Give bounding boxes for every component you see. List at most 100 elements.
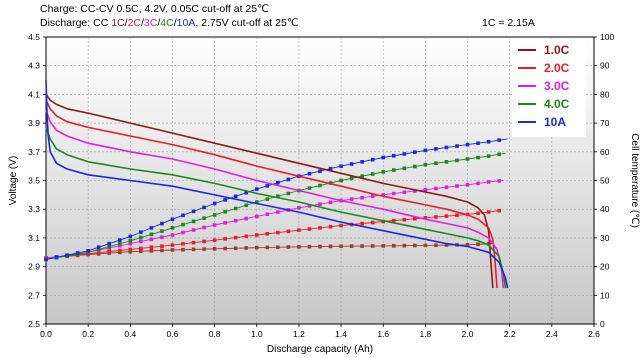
- temperature-point: [286, 177, 291, 182]
- temperature-point: [381, 219, 386, 224]
- temperature-point: [349, 162, 354, 166]
- charge-conditions: Charge: CC-CV 0.5C, 4.2V, 0.05C cut-off …: [40, 3, 269, 15]
- y2-tick-label: 20: [600, 262, 610, 272]
- temperature-point: [254, 200, 259, 204]
- y2-tick-label: 80: [600, 89, 610, 99]
- temperature-point: [265, 184, 270, 188]
- temperature-point: [286, 191, 291, 196]
- temperature-point: [413, 189, 417, 193]
- temperature-point: [497, 152, 501, 157]
- y2-tick-label: 50: [600, 176, 610, 186]
- rate-separator: /: [125, 17, 128, 29]
- temperature-point: [107, 249, 112, 254]
- voltage-line-4.0C: [45, 127, 507, 289]
- temperature-point: [181, 242, 185, 246]
- x-tick-label: 0.4: [124, 329, 136, 339]
- temperature-point: [307, 244, 312, 249]
- temperature-point: [370, 194, 375, 199]
- temperature-point: [244, 246, 249, 250]
- temperature-point: [265, 197, 270, 201]
- temperature-point: [360, 221, 364, 226]
- temperature-point: [413, 150, 417, 154]
- temperature-point: [128, 241, 133, 246]
- temperature-point: [360, 174, 364, 178]
- temperature-point: [170, 217, 175, 222]
- y-tick-label: 2.5: [28, 319, 40, 329]
- y2-tick-label: 0: [600, 319, 605, 329]
- temperature-point: [191, 247, 196, 252]
- temperature-point: [202, 225, 206, 230]
- y2-tick-label: 60: [600, 147, 610, 157]
- temperature-point: [455, 158, 459, 163]
- temperature-point: [423, 148, 428, 153]
- temperature-point: [160, 221, 164, 226]
- temperature-point: [423, 243, 428, 248]
- voltage-line-10A: [45, 79, 509, 289]
- temperature-point: [444, 145, 449, 150]
- temperature-point: [486, 139, 491, 144]
- y-tick-label: 4.3: [28, 61, 40, 71]
- temperature-point: [486, 154, 491, 158]
- x-tick-label: 1.2: [293, 329, 305, 339]
- temperature-point: [402, 243, 407, 248]
- temperature-point: [223, 198, 227, 202]
- discharge-conditions: Discharge: CC 1C/2C/3C/4C/10A, 2.75V cut…: [40, 17, 299, 29]
- temperature-point: [402, 217, 407, 222]
- x-tick-label: 0.8: [209, 329, 221, 339]
- temperature-point: [349, 197, 354, 201]
- temperature-point: [244, 203, 249, 208]
- y-tick-label: 4.1: [28, 89, 40, 99]
- temperature-point: [465, 142, 470, 147]
- temperature-point: [370, 157, 375, 162]
- temperature-point: [170, 243, 175, 247]
- temperature-point: [423, 162, 428, 167]
- temperature-point: [149, 226, 154, 230]
- temperature-point: [128, 234, 133, 239]
- temperature-point: [349, 176, 354, 181]
- temperature-point: [149, 245, 154, 250]
- temperature-point: [86, 249, 90, 253]
- rate-separator: /: [174, 17, 177, 29]
- y2-tick-label: 70: [600, 118, 610, 128]
- rate-label: 3C: [144, 17, 158, 29]
- temperature-point: [444, 160, 449, 164]
- temperature-point: [276, 210, 280, 214]
- temperature-point: [160, 229, 164, 233]
- temperature-point: [212, 223, 217, 227]
- y-tick-label: 2.7: [28, 290, 40, 300]
- temperature-point: [370, 220, 375, 225]
- temperature-point: [360, 195, 364, 200]
- temperature-point: [486, 180, 491, 184]
- temperature-point: [402, 166, 407, 171]
- temperature-point: [139, 235, 143, 240]
- temperature-point: [181, 230, 185, 235]
- temperature-point: [370, 172, 375, 176]
- x-tick-label: 1.0: [251, 329, 263, 339]
- temperature-point: [381, 244, 386, 248]
- temperature-point: [149, 237, 154, 242]
- temperature-point: [444, 185, 449, 190]
- temperature-point: [328, 200, 333, 205]
- rate-separator: /: [141, 17, 144, 29]
- y2-tick-label: 30: [600, 233, 610, 243]
- temperature-point: [107, 241, 112, 246]
- y-tick-label: 3.3: [28, 204, 40, 214]
- temperature-point: [339, 178, 343, 183]
- temperature-point: [297, 228, 301, 232]
- temperature-point: [212, 201, 217, 206]
- temperature-point: [202, 247, 206, 251]
- temperature-point: [160, 244, 164, 248]
- temperature-point: [465, 183, 470, 187]
- y2-axis-label: Cell temperature (℃): [629, 133, 640, 228]
- temperature-point: [349, 244, 354, 248]
- rate-separator: /: [157, 17, 160, 29]
- temperature-point: [128, 249, 133, 254]
- temperature-point: [223, 246, 227, 251]
- temperature-point: [117, 241, 122, 246]
- temperature-point: [223, 209, 227, 214]
- temperature-point: [212, 213, 217, 217]
- temperature-point: [202, 205, 206, 210]
- temperature-point: [233, 218, 238, 223]
- temperature-point: [128, 247, 133, 252]
- temperature-point: [149, 249, 154, 253]
